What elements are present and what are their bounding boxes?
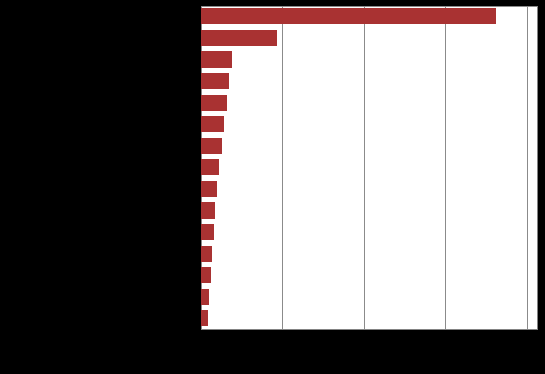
Bar — [201, 181, 217, 197]
Bar — [201, 202, 215, 218]
Bar — [201, 30, 277, 46]
Bar — [201, 310, 208, 327]
Bar — [201, 224, 214, 240]
Bar — [201, 73, 229, 89]
Bar — [201, 289, 209, 305]
Bar — [201, 95, 227, 111]
Bar — [201, 159, 220, 175]
Bar — [201, 267, 211, 283]
Bar — [201, 52, 232, 68]
Bar — [201, 116, 224, 132]
Bar — [201, 138, 222, 154]
Bar — [201, 8, 496, 24]
Bar — [201, 246, 213, 262]
